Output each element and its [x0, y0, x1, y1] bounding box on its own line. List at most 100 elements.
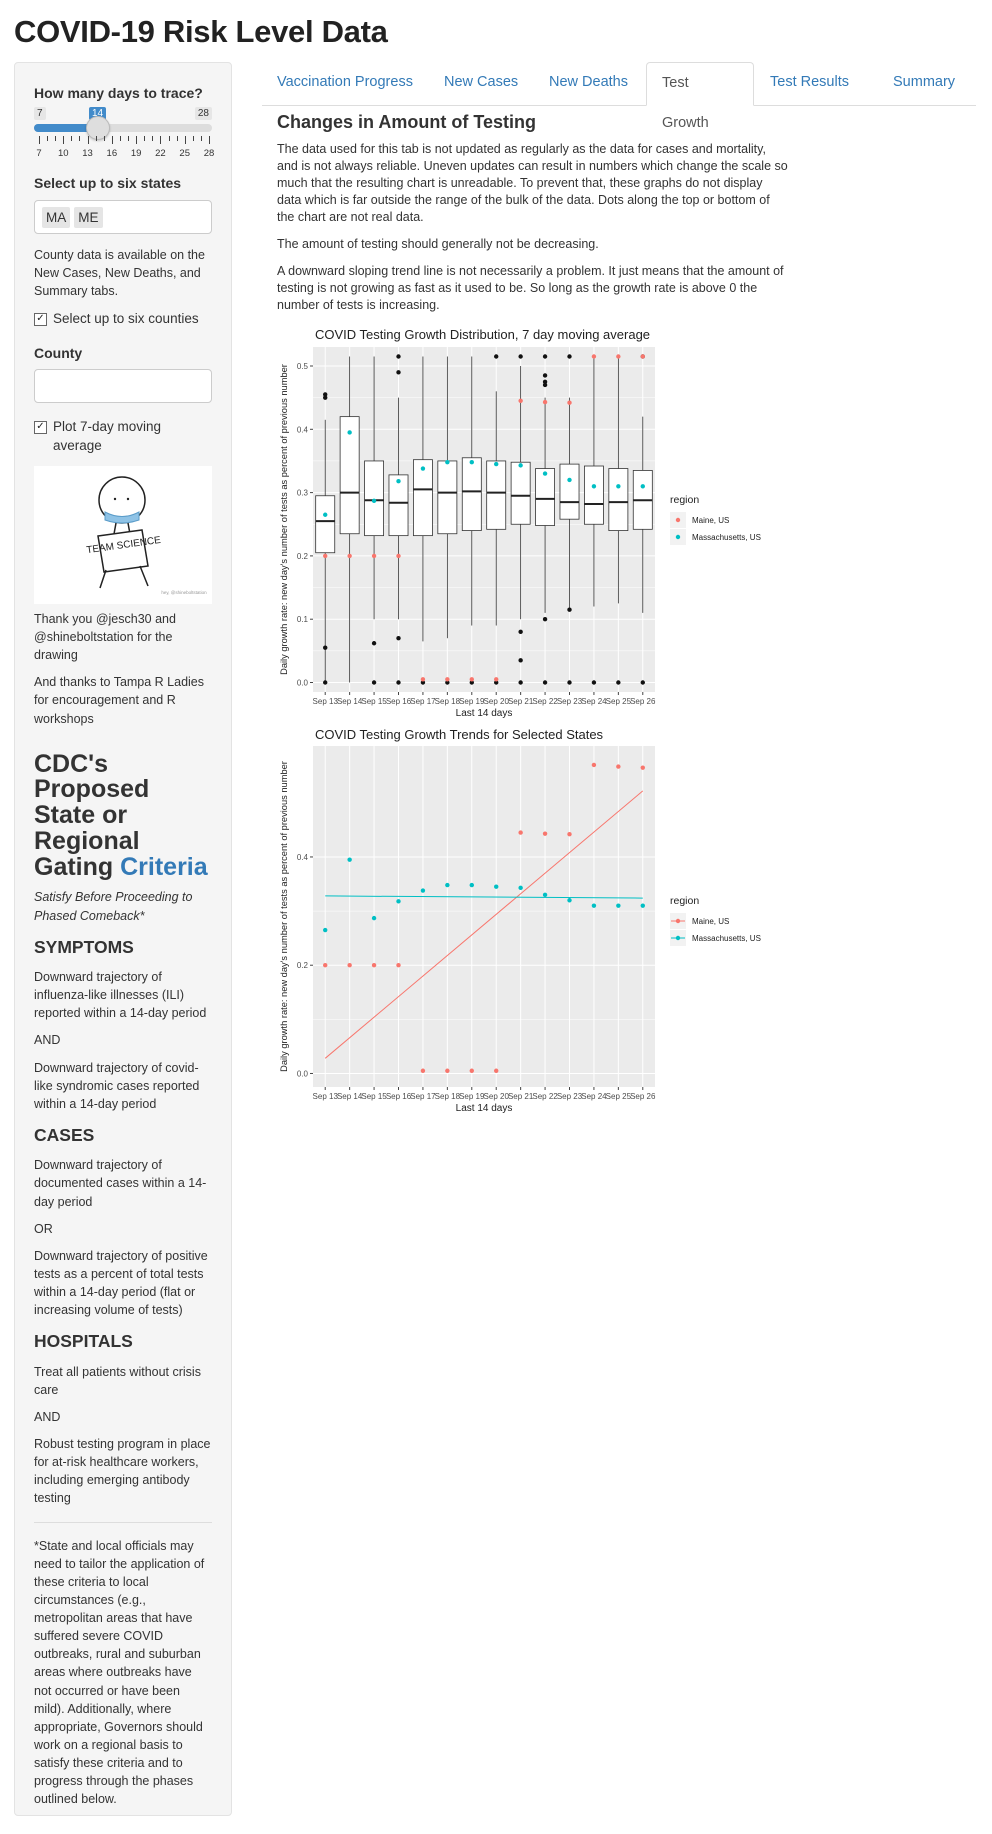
box-outlier — [420, 680, 426, 685]
box — [510, 461, 531, 525]
box-outlier — [323, 395, 328, 400]
plot-panel — [313, 746, 655, 1087]
data-point — [420, 1068, 426, 1073]
tab-new-cases[interactable]: New Cases — [444, 74, 519, 90]
tab-test-growth[interactable]: Test Growth — [646, 62, 754, 131]
y-tick-label: 0.0 — [297, 1069, 309, 1078]
page-heading: Changes in Amount of Testing — [277, 112, 536, 132]
slider-tick — [209, 136, 210, 145]
box-outlier — [396, 680, 401, 685]
data-point — [518, 830, 523, 835]
moving-average-checkbox[interactable]: ✓ — [34, 420, 47, 434]
distribution-chart: COVID Testing Growth Distribution, 7 day… — [279, 327, 761, 719]
slider-tick — [192, 136, 194, 142]
tab-bar: Vaccination Progress New Cases New Death… — [262, 62, 976, 131]
tab-vaccination-progress[interactable]: Vaccination Progress — [277, 74, 413, 90]
data-point — [640, 484, 645, 489]
x-tick-label: Sep 18 — [435, 1092, 461, 1101]
y-tick-label: 0.2 — [297, 961, 309, 970]
data-point — [323, 927, 328, 933]
slider-tick — [128, 136, 130, 142]
box — [584, 465, 604, 525]
data-point — [396, 479, 401, 484]
states-select[interactable]: MA ME — [34, 199, 212, 234]
cases-heading: CASES — [34, 1124, 95, 1145]
x-tick-label: Sep 26 — [630, 1092, 656, 1101]
slider-tick-label: 13 — [82, 148, 93, 160]
slider-tick — [144, 136, 146, 142]
x-tick-label: Sep 24 — [581, 697, 607, 706]
data-point — [640, 354, 645, 359]
slider-track[interactable] — [34, 124, 212, 133]
box-outlier — [542, 373, 548, 378]
x-axis-label: Last 14 days — [456, 1103, 513, 1114]
x-tick-label: Sep 25 — [606, 1092, 632, 1101]
box — [559, 463, 580, 520]
box-outlier — [640, 680, 645, 685]
data-point — [567, 400, 572, 405]
data-point — [542, 399, 548, 405]
slider-tick-label: 10 — [57, 148, 69, 160]
y-tick-label: 0.0 — [297, 679, 309, 688]
box-outlier — [567, 607, 572, 612]
box-outlier — [396, 354, 401, 359]
y-tick-label: 0.1 — [297, 615, 309, 624]
x-tick-label: Sep 15 — [361, 1092, 387, 1101]
x-tick-label: Sep 13 — [313, 1092, 339, 1101]
slider-handle[interactable] — [86, 116, 110, 141]
criteria-link[interactable]: Criteria — [120, 852, 208, 881]
data-point — [616, 354, 621, 359]
cdc-subtitle: Satisfy Before Proceeding to Phased Come… — [34, 890, 193, 923]
data-point — [567, 832, 572, 837]
tab-test-results[interactable]: Test Results — [770, 74, 849, 90]
counties-checkbox-label: Select up to six counties — [53, 310, 199, 326]
slider-tick — [111, 136, 113, 145]
data-point — [445, 1068, 450, 1073]
data-point — [640, 765, 645, 770]
box — [535, 468, 555, 526]
data-point — [445, 460, 450, 465]
slider-min-label: 7 — [34, 107, 46, 121]
x-tick-label: Sep 24 — [581, 1092, 607, 1101]
cases-text-1: Downward trajectory of documented cases … — [34, 1158, 207, 1209]
data-point — [640, 903, 645, 908]
counties-checkbox-row[interactable]: ✓ Select up to six counties — [34, 309, 212, 329]
x-tick-label: Sep 23 — [557, 697, 583, 706]
drawing-credit-text: hey, @shineboltstation — [161, 590, 207, 595]
counties-checkbox[interactable]: ✓ — [34, 312, 47, 326]
slider-ticks — [39, 136, 210, 148]
box-outlier — [591, 680, 597, 685]
trend-paragraph: A downward sloping trend line is not nec… — [277, 264, 784, 312]
hospitals-text-1: Treat all patients without crisis care — [34, 1364, 201, 1397]
box-outlier — [445, 680, 450, 685]
days-slider[interactable]: 7 14 28 7 10 13 16 19 22 25 28 — [34, 103, 214, 163]
county-input[interactable] — [34, 368, 212, 403]
slider-tick — [184, 136, 186, 145]
x-tick-label: Sep 14 — [337, 1092, 363, 1101]
box-outlier — [494, 680, 499, 685]
data-point — [518, 463, 523, 468]
hospitals-text-2: Robust testing program in place for at-r… — [34, 1437, 211, 1506]
data-point — [371, 963, 377, 968]
box-outlier — [396, 635, 401, 641]
legend-point — [675, 517, 681, 523]
footnote: *State and local officials may need to t… — [34, 1538, 205, 1807]
tab-summary[interactable]: Summary — [893, 74, 956, 90]
slider-tick-label: 25 — [179, 148, 190, 160]
box-outlier — [323, 680, 328, 685]
box-outlier — [518, 680, 523, 685]
box-outlier — [542, 680, 548, 685]
tab-new-deaths[interactable]: New Deaths — [549, 74, 628, 90]
legend-label: Massachusetts, US — [692, 934, 761, 943]
legend-point — [675, 935, 681, 941]
legend-label: Maine, US — [692, 516, 729, 525]
state-chip[interactable]: MA — [42, 206, 71, 229]
moving-average-checkbox-row[interactable]: ✓ Plot 7-day moving average — [34, 417, 212, 456]
data-point — [591, 484, 597, 489]
slider-tick — [47, 136, 49, 142]
y-tick-label: 0.4 — [297, 853, 309, 862]
box-outlier — [567, 354, 572, 359]
box-outlier — [542, 617, 548, 622]
data-point — [494, 1068, 499, 1073]
state-chip[interactable]: ME — [74, 206, 103, 229]
